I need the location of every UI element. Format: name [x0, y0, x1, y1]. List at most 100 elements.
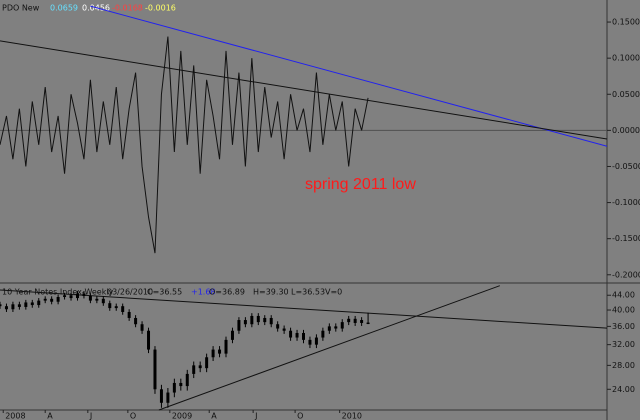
y-tick-label: 36.00 — [612, 322, 635, 331]
data-line — [0, 36, 369, 254]
y-tick-label: 28.00 — [612, 361, 635, 370]
candle-body — [218, 349, 222, 354]
candle-body — [166, 392, 170, 403]
candle-body — [134, 317, 138, 325]
candle-body — [153, 349, 157, 390]
y-tick-label: 24.00 — [612, 385, 635, 394]
candle-body — [11, 304, 15, 310]
candle-body — [353, 318, 357, 323]
readout: V=0 — [325, 288, 342, 297]
readout: 03/26/2010 — [107, 288, 153, 297]
candle-body — [24, 302, 28, 307]
y-tick-label: 0.0500 — [612, 90, 640, 99]
candle-body — [256, 315, 260, 323]
trend-line — [0, 40, 608, 140]
y-tick-label: 32.00 — [612, 340, 635, 349]
candle-body — [314, 337, 318, 345]
readout: -0.0016 — [145, 4, 176, 13]
x-tick-label: O — [297, 412, 303, 420]
readout: 0.0659 — [50, 4, 78, 13]
y-tick-label: 0.0000 — [612, 126, 640, 135]
candle-body — [327, 326, 331, 331]
x-tick-label: 2009 — [172, 412, 192, 420]
candle-body — [211, 349, 215, 358]
y-tick-label: 0.1500 — [612, 18, 640, 27]
y-tick-label: -0.0500 — [612, 162, 640, 171]
candle-body — [69, 295, 73, 299]
candle-body — [269, 317, 273, 325]
candle-body — [205, 357, 209, 369]
candle-body — [224, 339, 228, 354]
candle-body — [101, 298, 105, 304]
trend-line — [90, 5, 608, 147]
annotation: spring 2011 low — [305, 176, 416, 193]
candle-body — [63, 295, 67, 298]
candle-body — [295, 332, 299, 338]
candle-body — [88, 295, 92, 301]
readout: L=36.53 — [291, 288, 325, 297]
candle-body — [198, 365, 202, 369]
candle-body — [4, 306, 8, 310]
candle-body — [37, 300, 41, 306]
candle-body — [243, 320, 247, 325]
candle-body — [179, 382, 183, 387]
candle-body — [366, 322, 370, 325]
trend-line — [158, 285, 500, 411]
candle-body — [185, 373, 189, 387]
y-tick-label: -0.2000 — [612, 270, 640, 279]
candle-body — [263, 317, 267, 323]
candle-body — [230, 330, 234, 340]
candle-body — [192, 365, 196, 374]
candle-body — [108, 303, 112, 309]
candle-body — [276, 324, 280, 329]
x-tick-label: J — [89, 412, 92, 420]
y-tick-label: -0.1000 — [612, 198, 640, 207]
y-tick-label: -0.1500 — [612, 234, 640, 243]
readout: C=36.55 — [147, 288, 182, 297]
candle-body — [30, 302, 34, 306]
candle-body — [282, 328, 286, 331]
candle-body — [302, 332, 305, 340]
candle-body — [147, 330, 151, 350]
candle-body — [95, 298, 99, 301]
candle-body — [360, 320, 364, 323]
candle-body — [289, 330, 293, 338]
candle-body — [140, 324, 144, 331]
x-tick-label: J — [254, 412, 257, 420]
candle-body — [250, 315, 254, 325]
candle-body — [308, 339, 312, 345]
y-tick-label: 44.00 — [612, 291, 635, 300]
y-tick-label: 0.1000 — [612, 54, 640, 63]
readout: H=39.30 — [253, 288, 289, 297]
candle-body — [50, 298, 54, 302]
trend-line — [0, 289, 608, 329]
candle-body — [321, 330, 325, 338]
candle-body — [334, 326, 338, 329]
x-tick-label: A — [47, 412, 53, 420]
candle-body — [17, 304, 21, 307]
x-tick-label: 2008 — [5, 412, 25, 420]
x-tick-label: 2010 — [342, 412, 362, 420]
candle-body — [340, 322, 344, 329]
readout: +1.68 — [191, 288, 216, 297]
readout: O=36.89 — [209, 288, 245, 297]
candle-body — [347, 318, 351, 323]
candle-body — [43, 298, 47, 301]
x-tick-label: A — [211, 412, 217, 420]
x-tick-label: O — [130, 412, 136, 420]
candle-body — [237, 320, 241, 331]
panel-title: PDO New — [2, 4, 40, 13]
candle-body — [159, 389, 163, 403]
y-tick-label: 40.00 — [612, 306, 635, 315]
candle-body — [75, 293, 79, 299]
candle-body — [172, 382, 176, 393]
candle-body — [121, 306, 125, 312]
candle-body — [114, 306, 118, 309]
candle-body — [0, 304, 2, 307]
candle-body — [127, 311, 131, 318]
panel-title: 10 Year Notes Index-Weekly — [2, 288, 114, 297]
candle-body — [56, 297, 60, 302]
